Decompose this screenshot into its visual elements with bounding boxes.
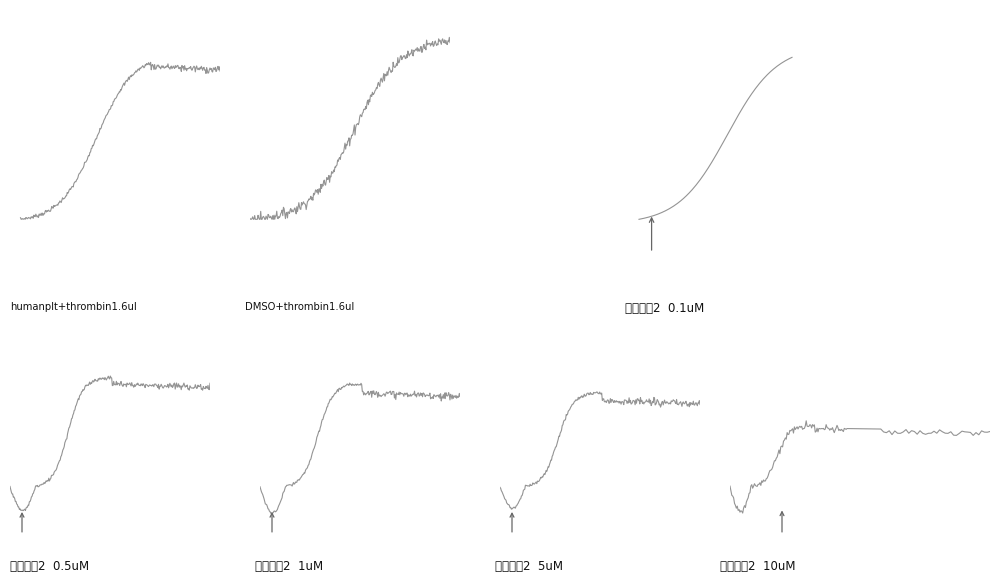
Text: humanplt+thrombin1.6ul: humanplt+thrombin1.6ul bbox=[10, 302, 137, 312]
Text: 白术内酯2  1uM: 白术内酯2 1uM bbox=[255, 560, 323, 573]
Text: 白术内酯2  0.1uM: 白术内酯2 0.1uM bbox=[625, 302, 704, 315]
Text: DMSO+thrombin1.6ul: DMSO+thrombin1.6ul bbox=[245, 302, 354, 312]
Text: 白术内酯2  0.5uM: 白术内酯2 0.5uM bbox=[10, 560, 89, 573]
Text: 白术内酯2  10uM: 白术内酯2 10uM bbox=[720, 560, 796, 573]
Text: 白术内酯2  5uM: 白术内酯2 5uM bbox=[495, 560, 563, 573]
